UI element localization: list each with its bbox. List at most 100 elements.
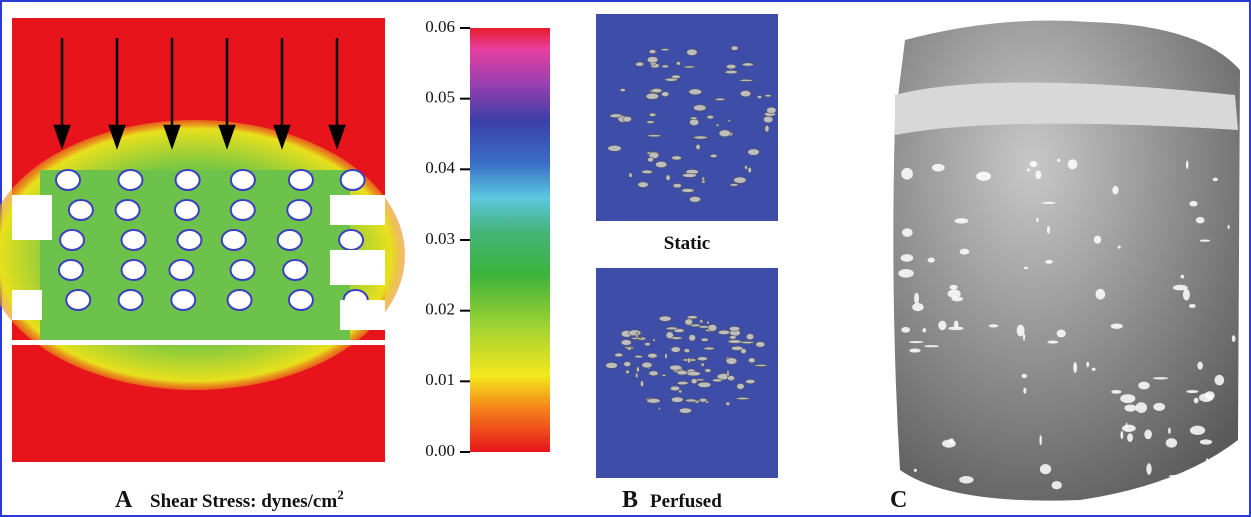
pore [1086,361,1090,368]
pore [1110,323,1123,329]
pore [927,257,935,263]
pore [912,303,924,312]
speck [729,335,737,340]
speck [725,357,738,365]
pore [947,289,961,298]
pore [938,320,947,331]
speck [636,366,640,373]
speck [741,62,754,67]
pore [1127,433,1133,442]
pore [1036,217,1039,223]
speck [729,183,739,187]
pore [1125,422,1128,432]
colorbar-tick-label: 0.06 [425,17,455,36]
colorbar-tick-label: 0.01 [425,370,455,389]
speck [755,341,766,348]
speck [652,338,656,342]
fiber [226,289,253,311]
colorbar-tick-label: 0.00 [425,441,455,460]
speck [718,129,731,138]
arrow-head [108,124,126,150]
speck [619,88,626,92]
speck [687,357,692,364]
pore [901,167,913,180]
speck [728,326,741,332]
pore [1112,185,1119,195]
speck [715,123,720,127]
pore [1073,361,1078,374]
speck [670,385,680,392]
fiber [114,199,141,221]
speck [682,173,697,178]
fiber-edge [340,300,385,330]
speck [614,352,624,358]
speck [689,118,700,126]
colorbar-tick-label: 0.05 [425,88,455,107]
speck [681,188,695,193]
speck [709,153,718,158]
speck [676,370,688,376]
fiber [276,229,303,251]
speck [665,174,671,181]
arrow-head [163,124,181,150]
speck [699,319,704,324]
speck [637,181,649,188]
pore [1041,201,1056,204]
speck [704,368,712,373]
pore [1120,431,1124,440]
speck [686,48,698,56]
speck [640,380,644,388]
speck [661,373,667,377]
speck [672,183,682,189]
speck [646,398,661,404]
pore [1153,402,1166,411]
speck [645,92,660,100]
pore [1144,429,1152,440]
pore [1227,224,1230,230]
pore [1197,361,1203,370]
speck [695,144,701,151]
pore [953,320,959,328]
arrow-head [53,124,71,150]
fiber [220,229,247,251]
arrow-head [218,124,236,150]
pore [959,475,974,484]
fiber [120,229,147,251]
pore [1093,235,1102,244]
pore [959,248,970,255]
speck [647,134,661,138]
speck [660,48,670,51]
pore [1186,390,1199,394]
fiber [282,259,309,281]
speck [740,348,747,354]
pore [1091,367,1096,371]
speck [648,151,660,159]
pore [1135,402,1148,413]
speck [635,331,639,339]
pore [1165,438,1178,448]
pore [1146,463,1152,475]
speck [607,145,622,152]
pore [1023,387,1027,394]
fiber [229,199,256,221]
fiber [176,229,203,251]
pore [1212,177,1218,182]
speck [623,361,632,367]
speck [727,119,732,123]
fiber [229,259,256,281]
speck [685,398,697,403]
caption-exponent: 2 [337,487,344,502]
speck [730,45,739,51]
speck [754,364,768,367]
pore [1195,216,1205,224]
fiber [55,169,82,191]
speck [735,397,750,400]
speck [763,115,774,124]
pore [922,328,927,333]
pore [1039,434,1042,446]
pore [1214,374,1225,386]
speck [747,148,760,156]
speck [605,362,618,369]
speck [661,64,669,69]
